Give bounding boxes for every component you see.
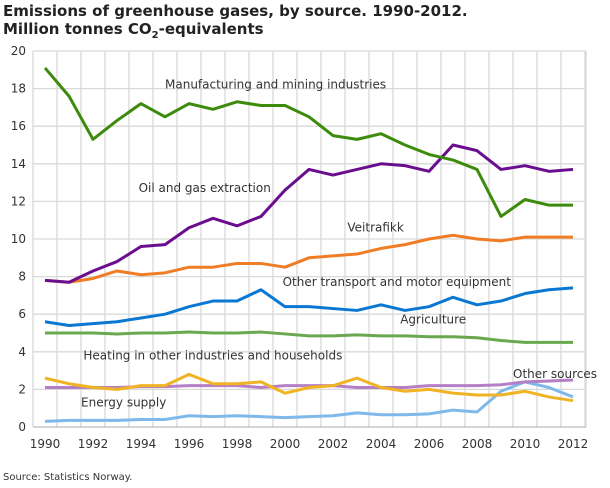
x-tick-label: 2010 — [510, 437, 541, 451]
x-tick-label: 2004 — [366, 437, 397, 451]
y-tick-label: 10 — [11, 232, 26, 246]
y-tick-label: 0 — [18, 420, 26, 434]
y-tick-label: 14 — [11, 157, 26, 171]
source-note: Source: Statistics Norway. — [3, 472, 133, 483]
x-tick-label: 2012 — [558, 437, 589, 451]
x-tick-label: 1990 — [30, 437, 61, 451]
series-label: Oil and gas extraction — [139, 181, 271, 195]
title-unit-suffix: -equivalents — [158, 20, 264, 38]
series-line-oil-and-gas-extraction — [44, 143, 574, 284]
title-line-1: Emissions of greenhouse gases, by source… — [3, 2, 468, 20]
title-line-2: Million tonnes CO2-equivalents — [3, 20, 468, 45]
series-line-agriculture — [45, 330, 573, 344]
x-tick-label: 2000 — [270, 437, 301, 451]
series-label: Energy supply — [81, 395, 166, 409]
series-label: Agriculture — [400, 313, 466, 327]
series-label: Heating in other industries and househol… — [83, 348, 342, 362]
chart-title: Emissions of greenhouse gases, by source… — [3, 2, 468, 45]
x-tick-label: 1996 — [174, 437, 205, 451]
x-tick-label: 2006 — [414, 437, 445, 451]
series-line-energy-supply — [44, 380, 574, 423]
series-label: Veitrafikk — [347, 220, 403, 234]
x-tick-label: 2002 — [318, 437, 349, 451]
x-tick-label: 2008 — [462, 437, 493, 451]
y-tick-label: 4 — [18, 345, 26, 359]
y-tick-label: 20 — [11, 44, 26, 58]
y-tick-label: 16 — [11, 119, 26, 133]
x-tick-label: 1992 — [78, 437, 109, 451]
y-tick-label: 12 — [11, 194, 26, 208]
y-tick-label: 8 — [18, 270, 26, 284]
series-label: Other sources — [513, 367, 597, 381]
series-line-other-transport-and-motor-equipment — [44, 286, 574, 327]
x-tick-label: 1994 — [126, 437, 157, 451]
y-tick-label: 18 — [11, 82, 26, 96]
x-tick-label: 1998 — [222, 437, 253, 451]
series-line-heating-in-other-industries-and-households — [44, 372, 574, 403]
series-label: Manufacturing and mining industries — [165, 78, 386, 92]
series-label: Other transport and motor equipment — [283, 275, 512, 289]
title-unit: Million tonnes CO — [3, 20, 152, 38]
y-tick-label: 6 — [18, 307, 26, 321]
series-line-veitrafikk — [44, 233, 573, 284]
title-subscript: 2 — [151, 30, 159, 41]
series-line-manufacturing-and-mining-industries — [43, 66, 573, 218]
y-tick-label: 2 — [18, 382, 26, 396]
